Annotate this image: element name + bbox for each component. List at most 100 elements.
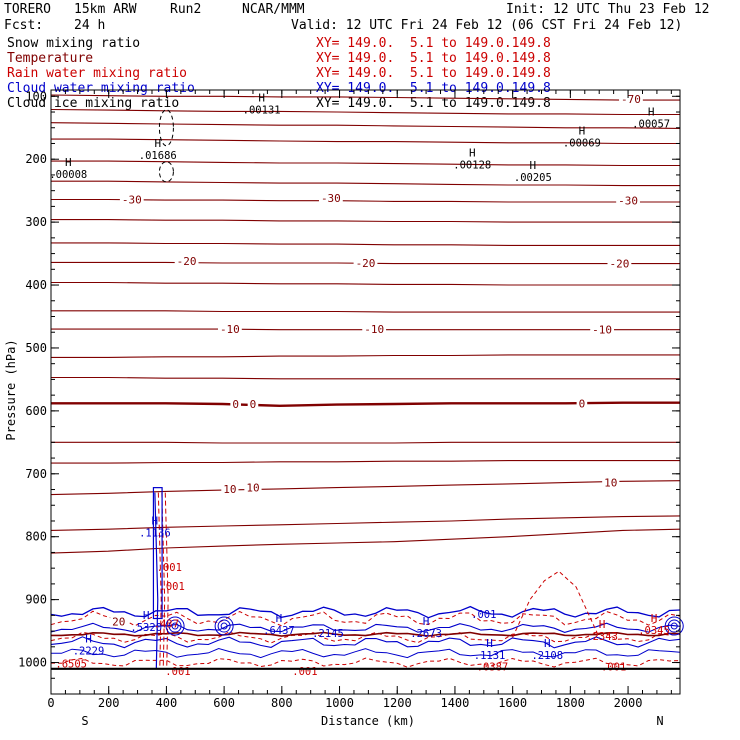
cloud-water-cell <box>168 619 182 633</box>
temperature-label: -30 <box>122 193 142 206</box>
temperature-contour <box>51 354 680 358</box>
field-xy-cloud-ice: XY= 149.0. 5.1 to 149.0.149.8 <box>316 96 551 111</box>
rain-contour <box>512 570 600 638</box>
temperature-contour <box>50 94 680 101</box>
high-marker-value: .0345 <box>638 625 670 637</box>
organization: NCAR/MMM <box>242 2 305 17</box>
moisture-contour <box>50 610 681 627</box>
high-marker-letter: H <box>65 156 72 169</box>
temperature-label-background <box>353 257 378 270</box>
model-name: TORERO <box>4 2 51 17</box>
high-marker-value: .001 <box>471 609 496 621</box>
high-marker-value: .1131 <box>474 650 506 662</box>
high-marker-value: .01686 <box>139 150 177 162</box>
temperature-contour <box>51 310 680 313</box>
convective-contour <box>154 492 159 669</box>
high-marker-value: .2673 <box>410 628 442 640</box>
cloud-water-cell <box>165 616 185 636</box>
high-marker-value: .5320 <box>130 622 162 634</box>
x-tick-label: 400 <box>156 696 178 710</box>
high-marker-letter: H <box>469 146 476 159</box>
high-marker-value: .2229 <box>73 646 105 658</box>
south-end-label: S <box>81 714 88 728</box>
x-tick-label: 1800 <box>556 696 585 710</box>
temperature-label-background <box>110 615 128 628</box>
temperature-contour <box>50 122 681 129</box>
high-marker-value: .0387 <box>477 661 509 673</box>
high-marker-value: .001 <box>157 562 182 574</box>
temperature-contour <box>51 460 680 464</box>
convective-contour <box>161 492 166 669</box>
y-tick-label: 400 <box>25 278 47 292</box>
temperature-contour <box>51 376 680 380</box>
high-marker-value: .001 <box>292 666 317 678</box>
moisture-contour <box>50 647 681 659</box>
y-tick-label: 200 <box>25 152 47 166</box>
temperature-label: -20 <box>609 258 629 271</box>
temperature-contour <box>51 219 680 223</box>
valid-time: Valid: 12 UTC Fri 24 Feb 12 (06 CST Fri … <box>291 18 683 33</box>
high-marker-value: .2343 <box>586 631 618 643</box>
moisture-contour <box>50 605 681 619</box>
moisture-contour <box>51 631 681 637</box>
y-tick-label: 700 <box>25 467 47 481</box>
cloud-water-cell <box>217 619 231 633</box>
field-xy-rain: XY= 149.0. 5.1 to 149.0.149.8 <box>316 66 551 81</box>
y-tick-label: 1000 <box>18 656 47 670</box>
temperature-label: 10 <box>604 477 617 490</box>
high-marker-value: .00131 <box>243 105 281 117</box>
plot-frame <box>50 89 681 695</box>
forecast-label: Fcst: <box>4 18 44 33</box>
temperature-label-background <box>576 397 588 410</box>
temperature-label-background <box>318 192 343 205</box>
moisture-contour <box>50 622 681 633</box>
high-marker-letter: H <box>143 609 150 622</box>
y-tick-label: 900 <box>25 593 47 607</box>
high-marker-letter: H <box>486 637 493 650</box>
temperature-label-background <box>174 255 199 268</box>
temperature-label: 0 <box>232 398 239 411</box>
high-marker-letter: H <box>154 137 161 150</box>
temperature-label: -10 <box>364 323 384 336</box>
field-name-cloud-ice: Cloud ice mixing ratio <box>7 96 180 111</box>
x-tick-label: 1400 <box>440 696 469 710</box>
temperature-label-background <box>607 257 632 270</box>
temperature-label-background <box>362 323 387 336</box>
high-marker-letter: H <box>258 92 265 105</box>
high-marker-letter: H <box>648 105 655 118</box>
high-marker-letter: H <box>85 633 92 646</box>
temperature-label-background <box>217 323 242 336</box>
temperature-contour <box>50 108 680 116</box>
temperature-label: 20 <box>112 616 125 629</box>
field-xy-temperature: XY= 149.0. 5.1 to 149.0.149.8 <box>316 51 551 66</box>
high-marker-letter: H <box>579 124 586 137</box>
temperature-contour <box>51 180 680 187</box>
y-tick-label: 800 <box>25 530 47 544</box>
y-tick-label: 100 <box>25 89 47 103</box>
temperature-label: 0 <box>250 398 257 411</box>
temperature-label-background <box>619 92 643 105</box>
temperature-label: 0 <box>579 397 586 410</box>
high-marker-value: .00057 <box>632 118 670 130</box>
high-marker-letter: H <box>599 618 606 631</box>
temperature-label: -20 <box>356 257 376 270</box>
temperature-contour <box>51 281 680 286</box>
field-name-snow: Snow mixing ratio <box>7 36 141 51</box>
moisture-contour <box>50 636 681 649</box>
high-marker-value: .1136 <box>139 527 171 539</box>
high-marker-letter: H <box>651 612 658 625</box>
grid-spacing: 15km ARW <box>74 2 137 17</box>
high-marker-letter: H <box>530 159 537 172</box>
y-tick-label: 600 <box>25 404 47 418</box>
temperature-contour <box>51 138 680 145</box>
temperature-contour <box>51 242 680 246</box>
cloud-water-cell <box>171 622 179 630</box>
temperature-label: -10 <box>220 323 240 336</box>
high-marker-letter: H <box>544 637 551 650</box>
high-marker-value: .437 <box>154 619 179 631</box>
x-tick-label: 600 <box>213 696 235 710</box>
x-axis-label: Distance (km) <box>321 714 415 728</box>
ice-contour <box>158 109 174 147</box>
temperature-label-background <box>602 476 620 489</box>
